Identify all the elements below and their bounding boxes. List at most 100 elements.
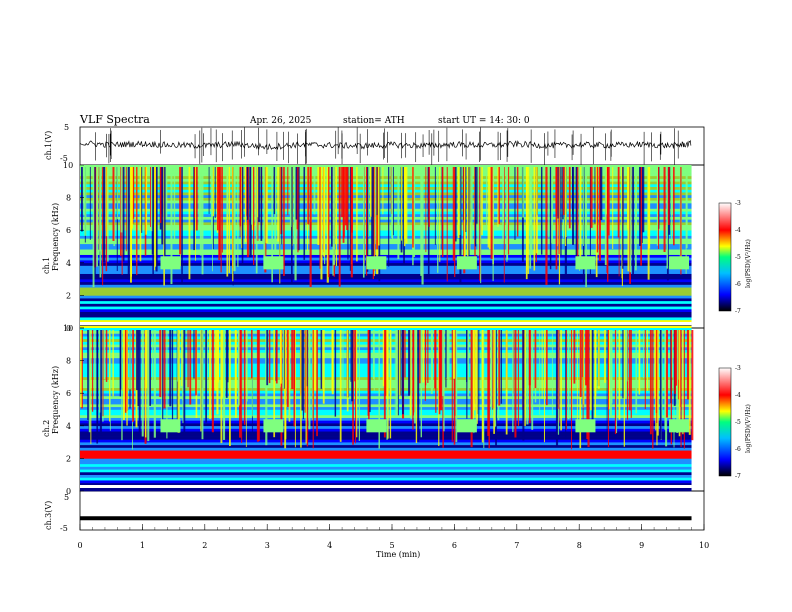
spectrogram-streak (221, 330, 224, 398)
time-tick-label: 4 (327, 541, 332, 550)
spectrogram-gap (80, 485, 692, 488)
spectrogram-band (80, 235, 692, 239)
spectrogram-streak (522, 167, 524, 218)
spectrogram-streak (238, 330, 240, 406)
spectrogram-streak (173, 167, 176, 244)
spectrogram-streak (273, 330, 276, 438)
spectrogram-streak (582, 330, 584, 425)
freq-tick-label: 4 (66, 422, 71, 431)
spectrogram-band (80, 308, 692, 312)
time-tick-label: 1 (140, 541, 145, 550)
spectrogram-band (80, 268, 692, 272)
spectrogram-streak (441, 167, 444, 257)
spectrogram-streak (121, 330, 123, 441)
spectrogram-streak (351, 167, 353, 233)
spectrogram-streak (445, 330, 447, 378)
spectrogram-streak (555, 167, 558, 270)
spectrogram-streak (268, 330, 271, 384)
spectrogram-streak (258, 330, 260, 442)
spectrogram-streak (228, 330, 231, 447)
ch2-spectrogram-ylabel-freq: Frequency (kHz) (51, 366, 60, 434)
spectrogram-band (80, 213, 692, 217)
spectrogram-streak (144, 330, 147, 438)
spectrogram-band (80, 238, 692, 242)
spectrogram-streak (630, 330, 632, 418)
spectrogram-streak (351, 330, 354, 402)
spectrogram-streak (112, 167, 115, 241)
spectrogram-streak (320, 330, 323, 389)
spectrogram-streak (514, 330, 517, 438)
spectrogram-streak (413, 167, 416, 257)
spectrogram-streak (254, 167, 256, 226)
spectrogram-streak (685, 167, 688, 249)
spectrogram-streak (277, 167, 279, 242)
spectrogram-streak (293, 167, 296, 240)
spectrogram-streak (372, 167, 374, 263)
spectrogram-streak (434, 330, 437, 389)
spectrogram-streak (493, 330, 495, 434)
spectrogram-streak (635, 330, 638, 414)
spectrogram-streak (232, 167, 234, 282)
ch2-colorbar-label: log(PSD)(V²/Hz) (745, 404, 752, 453)
spectrogram-streak (195, 167, 196, 261)
spectrogram-band (80, 181, 692, 185)
spectrogram-streak (226, 167, 229, 277)
spectrogram-band (80, 477, 692, 481)
colorbar-tick-label: -4 (735, 227, 741, 234)
time-tick-label: 3 (265, 541, 270, 550)
spectrogram-streak (293, 330, 295, 395)
spectrogram-streak (383, 330, 386, 438)
spectrogram-streak (497, 167, 500, 224)
freq-tick-label: 10 (63, 161, 73, 170)
spectrogram-streak (107, 167, 109, 262)
colorbar-tick-label: -3 (735, 200, 741, 207)
spectrogram-streak (585, 167, 587, 238)
spectrogram-streak (567, 330, 570, 420)
spectrogram-streak (487, 330, 490, 437)
spectrogram-streak (527, 167, 529, 274)
spectrogram-band (80, 222, 692, 226)
spectrogram-streak (590, 167, 593, 228)
spectrogram-streak (604, 330, 606, 383)
spectrogram-streak (452, 330, 456, 379)
spectrogram-streak (127, 167, 129, 240)
spectrogram-streak (273, 167, 276, 215)
spectrogram-band (80, 482, 692, 486)
spectrogram-streak (165, 167, 168, 218)
spectrogram-band (80, 279, 692, 283)
spectrogram-band (80, 284, 692, 288)
spectrogram-streak (297, 167, 299, 253)
spectrogram-band (80, 186, 692, 190)
spectrogram-streak (193, 167, 195, 251)
spectrogram-streak (249, 167, 252, 258)
spectrogram-streak (160, 167, 162, 223)
spectrogram-streak (366, 167, 368, 259)
spectrogram-streak (576, 167, 579, 263)
spectrogram-streak (480, 167, 482, 284)
spectrogram-streak (541, 330, 543, 399)
spectrogram-streak (548, 167, 550, 238)
spectrogram-streak (434, 167, 436, 245)
spectrogram-band (80, 436, 692, 440)
spectrogram-streak (623, 330, 625, 447)
spectrogram-patch (160, 419, 181, 433)
spectrogram-streak (334, 330, 337, 417)
spectrogram-streak (322, 330, 325, 404)
spectrogram-streak (490, 167, 493, 259)
spectrogram-streak (446, 330, 449, 379)
spectrogram-streak (154, 167, 157, 267)
spectrogram-streak (523, 330, 526, 426)
spectrogram-streak (349, 167, 351, 271)
spectrogram-streak (642, 167, 645, 233)
spectrogram-streak (127, 167, 130, 280)
start-ut-label: start UT = 14: 30: 0 (438, 116, 530, 126)
spectrogram-streak (583, 330, 585, 405)
spectrogram-streak (316, 330, 318, 437)
spectrogram-streak (392, 167, 394, 236)
spectrogram-streak (549, 167, 552, 270)
spectrogram-streak (212, 167, 215, 217)
spectrogram-streak (301, 330, 303, 411)
spectrogram-streak (92, 167, 95, 288)
spectrogram-streak (438, 330, 440, 447)
spectrogram-streak (251, 167, 253, 225)
